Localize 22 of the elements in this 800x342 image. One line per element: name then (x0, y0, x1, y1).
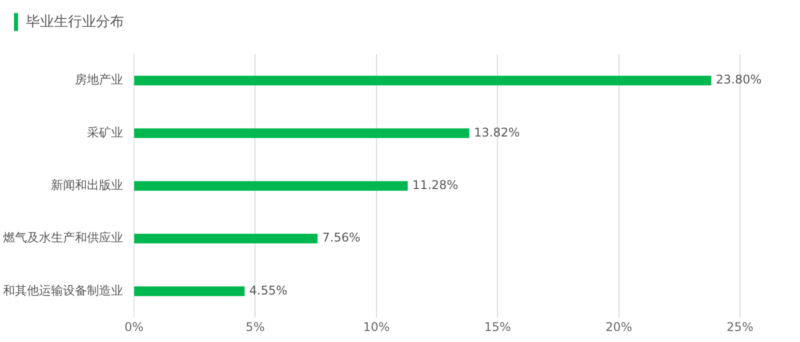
x-tick-label: 15% (484, 320, 511, 334)
data-label: 4.55% (249, 283, 288, 298)
y-tick-label: 房地产业 (75, 72, 123, 87)
x-tick-label: 0% (124, 320, 144, 334)
data-label: 13.82% (474, 125, 520, 140)
x-tick-label: 20% (605, 320, 632, 334)
bar (134, 286, 245, 296)
y-tick-label: 燃气及水生产和供应业 (3, 230, 123, 245)
x-tick-label: 5% (246, 320, 265, 334)
data-label: 7.56% (322, 230, 360, 245)
x-tick-label: 10% (363, 320, 390, 334)
chart-title: 毕业生行业分布 (26, 13, 124, 31)
y-tick-label: 新闻和出版业 (51, 178, 123, 192)
bar (134, 234, 318, 244)
data-label: 11.28% (412, 178, 458, 192)
data-label: 23.80% (716, 72, 762, 87)
y-tick-label: 和其他运输设备制造业 (3, 283, 123, 298)
bar (134, 181, 408, 191)
bar (134, 76, 712, 86)
bar (134, 128, 470, 138)
y-tick-label: 采矿业 (87, 125, 123, 140)
x-tick-label: 25% (726, 320, 754, 334)
